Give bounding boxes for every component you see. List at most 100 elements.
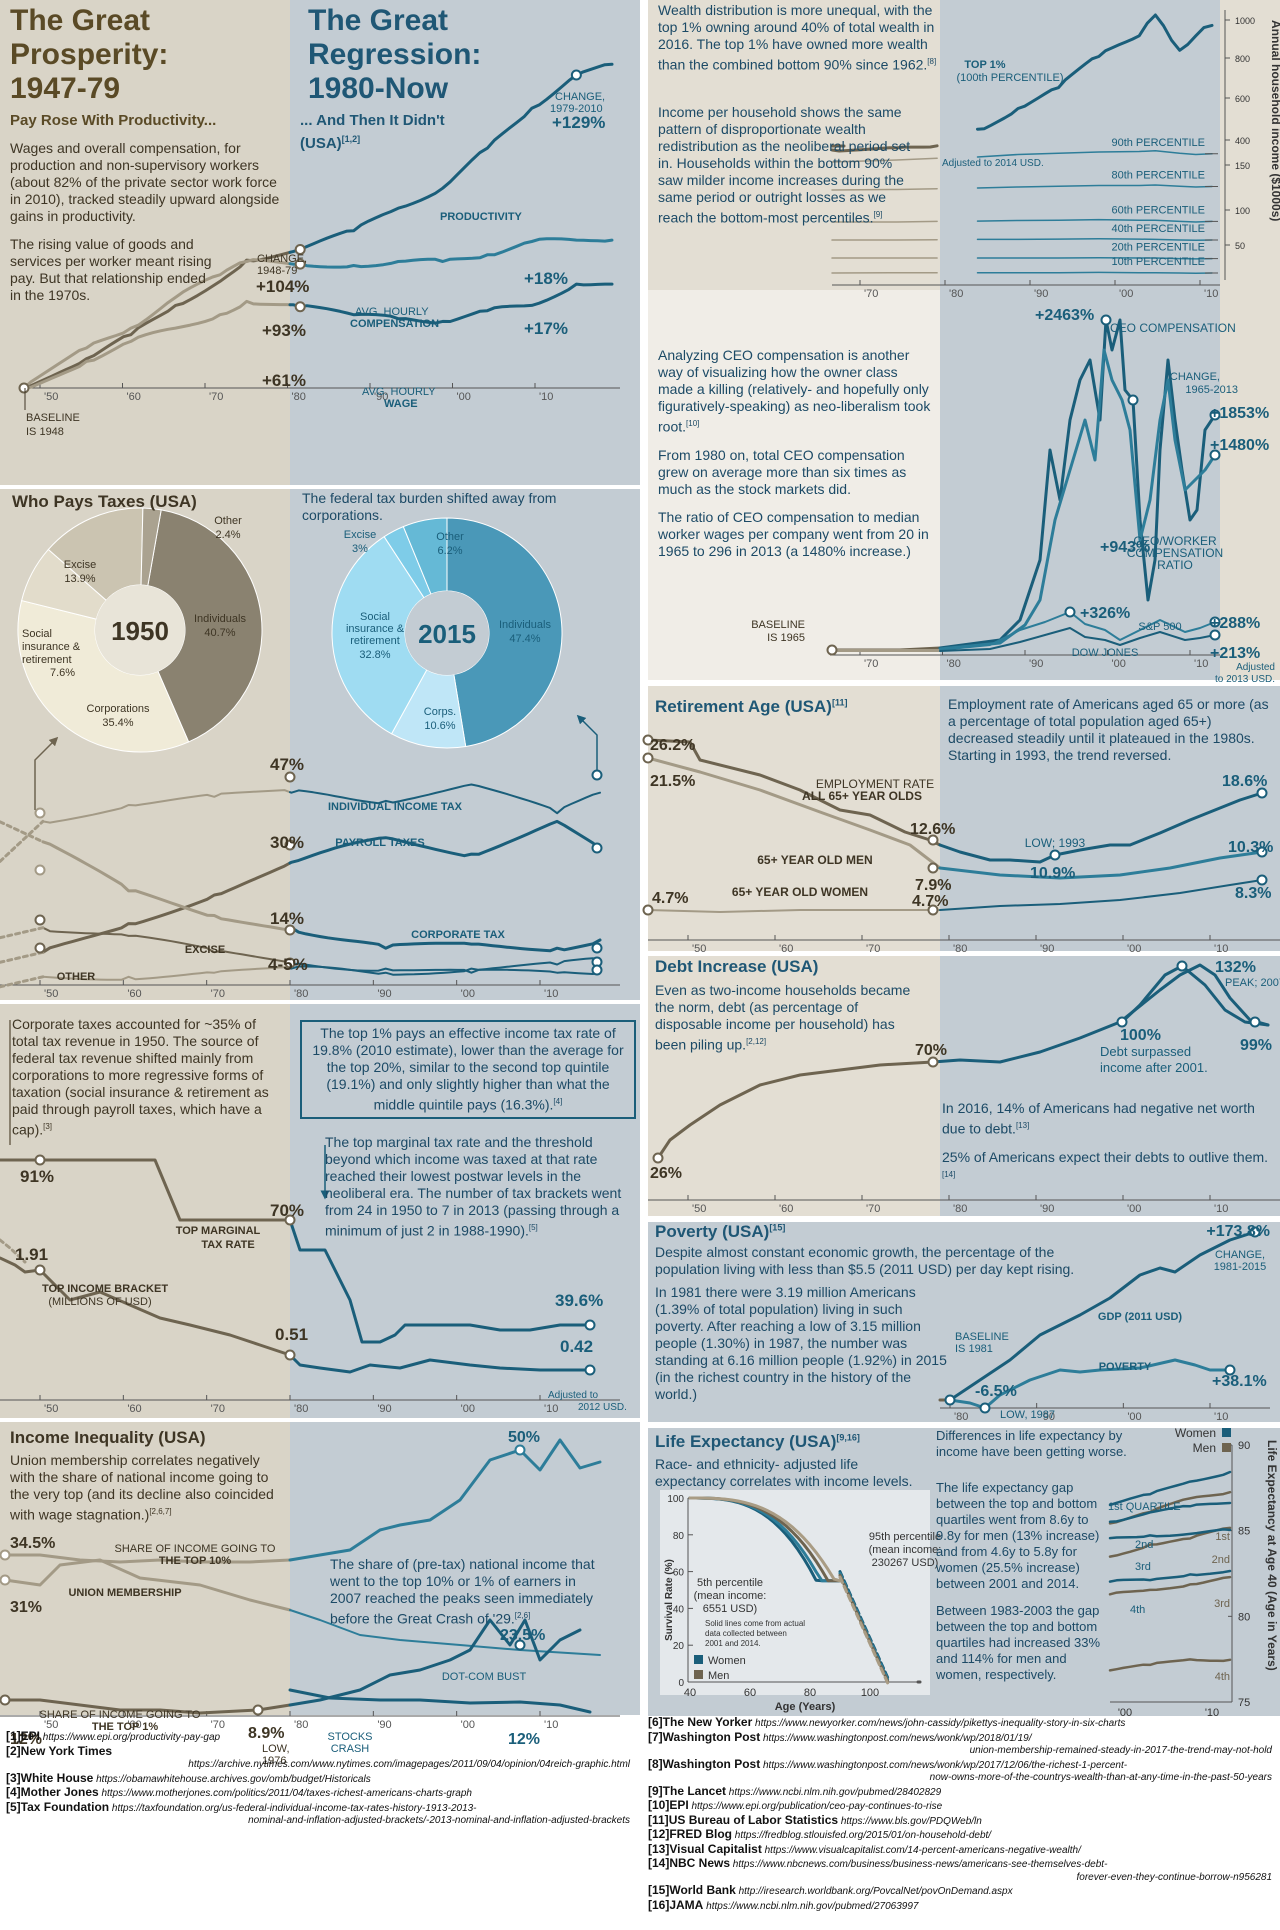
reference-link[interactable]: https://taxfoundation.org/us-federal-ind… xyxy=(109,1802,477,1814)
series-label: DOW JONES xyxy=(1072,647,1139,659)
pie-label: Social xyxy=(22,628,52,640)
x-tick-label: 40 xyxy=(684,1687,696,1699)
reference-link[interactable]: https://www.bls.gov/PDQWeb/ln xyxy=(838,1815,982,1827)
x-tick-label: '60 xyxy=(127,1403,141,1415)
other-line xyxy=(289,957,601,976)
ceo-paragraph: Analyzing CEO compensation is another wa… xyxy=(658,347,931,435)
baseline-label: BASELINE xyxy=(955,1331,1009,1343)
rate-value: 7.9% xyxy=(915,877,951,894)
series-label: OTHER xyxy=(57,971,96,983)
percentile-label: 60th PERCENTILE xyxy=(1111,204,1205,216)
change-value: +1480% xyxy=(1210,437,1269,454)
peak-label: PEAK; 2007 xyxy=(1225,977,1280,989)
debt-note: In 2016, 14% of Americans had negative n… xyxy=(942,1100,1255,1137)
rate-value: 91% xyxy=(20,1167,54,1186)
y-tick-label: 80 xyxy=(673,1531,685,1542)
reference-link[interactable]: https://www.newyorker.com/news/john-cass… xyxy=(752,1718,1126,1729)
reference-number: [7] xyxy=(648,1730,663,1744)
survival-curve xyxy=(688,1496,842,1583)
reference-number: [4] xyxy=(6,1786,21,1799)
data-point xyxy=(1256,787,1268,799)
share-value: 31% xyxy=(10,1599,42,1616)
x-tick-label: '80 xyxy=(949,288,963,300)
change-point xyxy=(570,69,582,81)
reference-link[interactable]: https://obamawhitehouse.archives.gov/omb… xyxy=(93,1773,371,1785)
debt-blue-bg xyxy=(940,956,1280,1216)
ref-marker: [9] xyxy=(873,210,883,219)
reference-link[interactable]: union-membership-remained-steady-in-2017… xyxy=(969,1745,1272,1756)
reference-link[interactable]: https://www.nbcnews.com/business/busines… xyxy=(730,1859,1108,1870)
reference-link[interactable]: https://www.motherjones.com/politics/201… xyxy=(98,1788,472,1799)
baseline-label: BASELINE xyxy=(26,412,80,424)
series-label: PAYROLL TAXES xyxy=(335,837,424,849)
debt-value: 132% xyxy=(1215,959,1256,976)
reference-link[interactable]: https://www.epi.org/productivity-pay-gap xyxy=(40,1732,221,1743)
quartile-label: 4th xyxy=(1130,1604,1145,1616)
reference-link[interactable]: https://www.ncbi.nlm.nih.gov/pubmed/2840… xyxy=(726,1786,942,1798)
note-label: Adjusted xyxy=(1236,662,1275,673)
quartile-label: 1st QUARTILE xyxy=(1108,1501,1181,1513)
data-point xyxy=(1209,449,1221,461)
reference-link[interactable]: https://www.washingtonpost.com/news/wonk… xyxy=(760,1732,1032,1744)
x-tick-label: '70 xyxy=(209,391,223,403)
series-label: COMPENSATION xyxy=(350,318,439,330)
rate-value: 39.6% xyxy=(555,1291,603,1310)
poverty-title: Poverty (USA)[15] xyxy=(655,1222,785,1242)
reference-link[interactable]: https://www.washingtonpost.com/news/wonk… xyxy=(760,1759,1128,1771)
inequality-paragraph: Union membership correlates negatively w… xyxy=(10,1452,274,1523)
pie-label: 2.4% xyxy=(215,529,240,541)
reference-link[interactable]: https://fredblog.stlouisfed.org/2015/01/… xyxy=(732,1830,992,1841)
union-line xyxy=(3,1558,292,1612)
debt-title: Debt Increase (USA) xyxy=(655,957,819,976)
x-tick-label: '70 xyxy=(866,943,880,955)
reference-link[interactable]: https://www.visualcapitalist.com/14-perc… xyxy=(761,1844,1081,1856)
low-label: LOW, 1987 xyxy=(1000,1409,1055,1421)
regression-title-line: Regression: xyxy=(308,38,482,71)
ceo-comp-line xyxy=(938,318,1217,650)
top-marginal-rate-line xyxy=(288,1218,592,1344)
baseline-label: IS 1981 xyxy=(955,1343,993,1355)
reference-number: [8] xyxy=(648,1757,663,1771)
x-tick-label: '80 xyxy=(947,658,961,670)
change-label: CHANGE, xyxy=(555,91,605,103)
employment-women-line xyxy=(939,879,1263,911)
survival-label: 6551 USD) xyxy=(703,1603,757,1615)
divider xyxy=(0,1418,640,1422)
series-label: (100th PERCENTILE) xyxy=(957,72,1064,84)
debt-note: 25% of Americans expect their debts to o… xyxy=(942,1148,1269,1165)
x-tick-label: '80 xyxy=(954,1411,968,1423)
debt-paragraph: Even as two-income households became the… xyxy=(655,982,911,1053)
regression-title-line: The Great xyxy=(308,4,449,37)
y-tick-label: 0 xyxy=(678,1678,684,1689)
reference-link[interactable]: https://www.epi.org/publication/ceo-pay-… xyxy=(688,1801,943,1812)
x-tick-label: '90 xyxy=(1034,288,1048,300)
reference-link[interactable]: now-owns-more-of-the-countrys-wealth-tha… xyxy=(929,1772,1272,1783)
x-tick-label: '10 xyxy=(539,391,553,403)
data-point xyxy=(1256,846,1268,858)
employment-all-line xyxy=(938,791,1264,864)
note-label: Adjusted to xyxy=(548,1390,598,1401)
data-point xyxy=(591,842,603,854)
ineq-blue-bg xyxy=(290,1405,640,1715)
pie-label: Excise xyxy=(344,529,376,541)
ref-marker: [11] xyxy=(831,697,848,708)
x-tick-label: '90 xyxy=(1041,1411,1055,1423)
reference-link[interactable]: https://archive.nytimes.com/www.nytimes.… xyxy=(188,1759,630,1770)
x-tick-label: 100 xyxy=(861,1687,879,1699)
ref-marker: [5] xyxy=(528,1223,538,1232)
change-value: +104% xyxy=(256,277,309,296)
reference-link[interactable]: https://www.ncbi.nlm.nih.gov/pubmed/2706… xyxy=(703,1900,919,1912)
data-point xyxy=(1256,874,1268,886)
reference-link[interactable]: nominal-and-inflation-adjusted-brackets/… xyxy=(248,1815,630,1826)
percentile-line xyxy=(976,271,1213,275)
reference-link[interactable]: http://iresearch.worldbank.org/PovcalNet… xyxy=(735,1886,1013,1897)
reference-link[interactable]: forever-even-they-continue-borrow-n95628… xyxy=(1076,1871,1272,1883)
top1-line xyxy=(830,144,939,153)
low-label: LOW, xyxy=(262,1743,290,1755)
x-tick-label: '50 xyxy=(692,943,706,955)
ref-marker: [13] xyxy=(1015,1121,1030,1130)
reference-name: World Bank xyxy=(669,1884,736,1897)
data-point xyxy=(252,1704,264,1716)
data-point xyxy=(34,807,46,819)
share-value: 14% xyxy=(270,909,304,928)
